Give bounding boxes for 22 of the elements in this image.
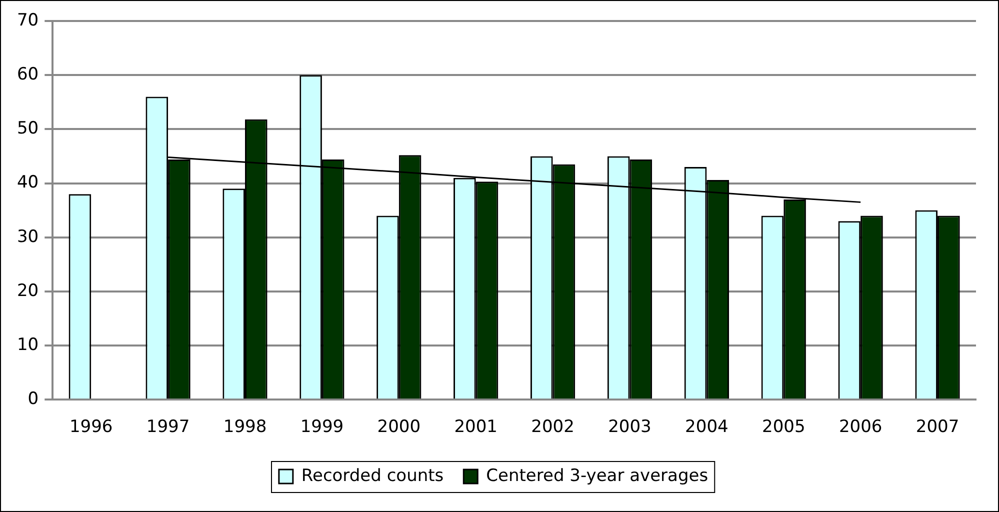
legend-label: Centered 3-year averages: [486, 466, 708, 486]
x-tick-label: 1999: [300, 417, 344, 438]
x-tick-label: 2004: [685, 417, 728, 438]
y-tick-label: 20: [16, 280, 39, 301]
x-tick-label: 2003: [608, 417, 652, 438]
y-tick-label: 40: [16, 172, 39, 193]
legend-label: Recorded counts: [301, 466, 444, 486]
y-tick-label: 70: [16, 10, 39, 30]
y-tick-label: 60: [16, 64, 39, 85]
x-tick-label: 2001: [454, 417, 498, 438]
x-tick-label: 1996: [69, 417, 113, 438]
y-tick-label: 0: [28, 389, 39, 410]
x-tick-label: 2002: [531, 417, 574, 438]
x-tick-label: 2006: [838, 417, 882, 438]
x-tick-label: 2000: [377, 417, 421, 438]
y-tick-label: 30: [16, 226, 39, 247]
y-tick-label: 50: [16, 118, 39, 139]
x-tick-label: 1997: [146, 417, 190, 438]
x-tick-label: 1998: [223, 417, 267, 438]
y-tick-label: 10: [16, 334, 39, 355]
x-tick-label: 2005: [762, 417, 806, 438]
x-tick-label: 2007: [916, 417, 960, 438]
